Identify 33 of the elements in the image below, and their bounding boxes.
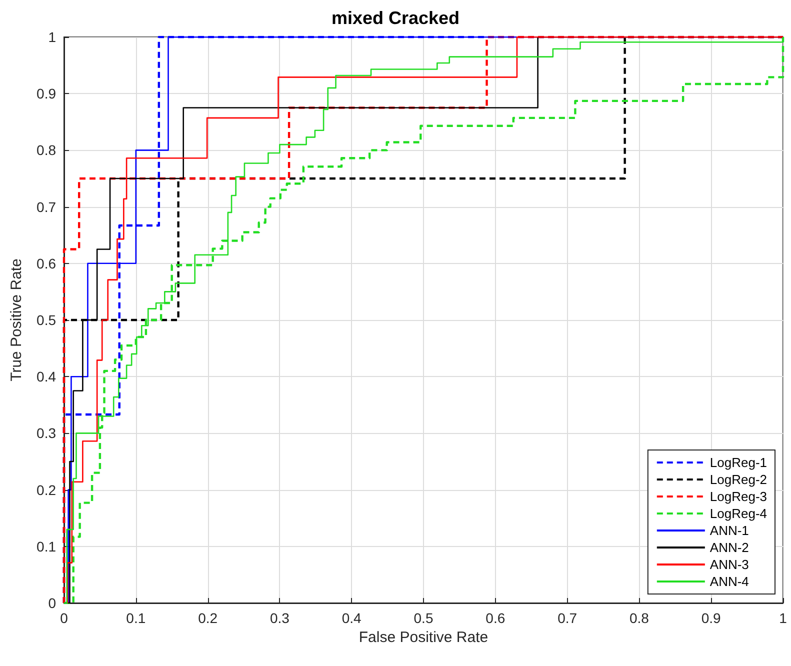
legend-label: LogReg-3 <box>710 489 768 504</box>
y-tick-label: 0.6 <box>36 255 56 272</box>
y-tick-label: 0.3 <box>36 425 56 442</box>
x-tick-label: 0.4 <box>342 610 362 626</box>
x-axis-title: False Positive Rate <box>358 628 488 646</box>
x-tick-label: 0.6 <box>486 610 506 626</box>
legend-label: ANN-4 <box>710 574 749 589</box>
legend-label: ANN-3 <box>710 557 749 572</box>
y-tick-label: 0.8 <box>36 142 56 158</box>
legend-label: ANN-2 <box>710 540 749 555</box>
x-tick-label: 0.1 <box>126 610 146 626</box>
x-tick-label: 0.3 <box>270 610 290 626</box>
legend-label: LogReg-2 <box>710 472 768 487</box>
x-tick-label: 0.5 <box>414 610 434 626</box>
x-tick-label: 0.2 <box>198 610 218 626</box>
chart-title: mixed Cracked <box>331 8 460 28</box>
legend-label: LogReg-1 <box>710 455 768 470</box>
y-tick-label: 0 <box>48 595 56 611</box>
x-tick-label: 0.7 <box>558 610 578 626</box>
y-tick-label: 0.9 <box>36 86 56 102</box>
y-tick-label: 0.4 <box>36 368 56 385</box>
x-tick-label: 1 <box>779 610 788 626</box>
y-tick-label: 0.2 <box>36 482 56 498</box>
y-tick-label: 0.1 <box>36 538 56 554</box>
y-axis-title: True Positive Rate <box>8 258 25 382</box>
y-tick-label: 0.5 <box>36 312 56 328</box>
legend-label: LogReg-4 <box>710 506 768 521</box>
y-tick-label: 1 <box>48 29 56 45</box>
x-tick-label: 0.9 <box>701 610 722 626</box>
x-tick-label: 0 <box>60 610 68 626</box>
y-tick-label: 0.7 <box>36 198 56 215</box>
legend-label: ANN-1 <box>710 523 749 538</box>
x-tick-label: 0.8 <box>629 610 650 626</box>
